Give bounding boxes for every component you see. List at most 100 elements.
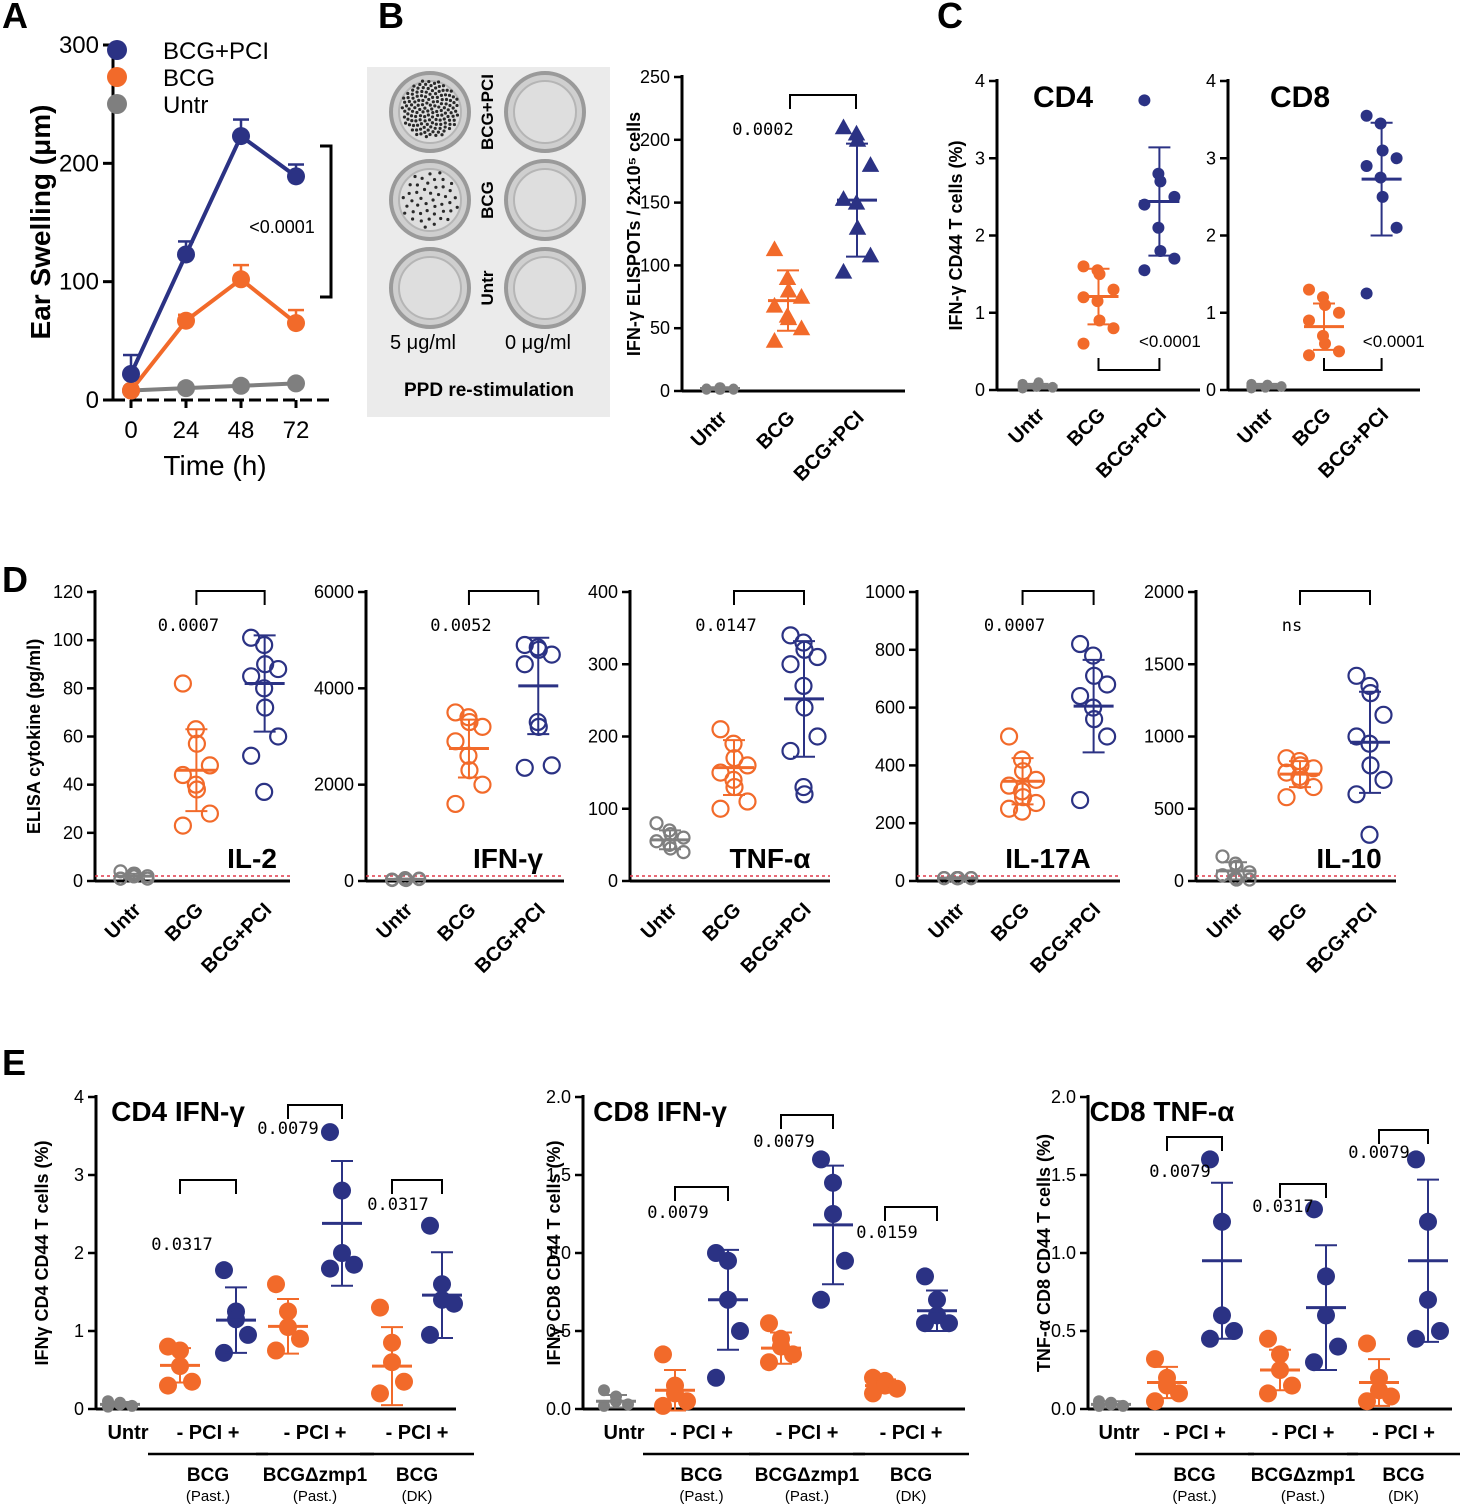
y-tick-label: 1000 — [1144, 727, 1184, 747]
elispot-spot — [407, 107, 411, 111]
data-point-BCGΔzmp1 (Past.) - — [760, 1314, 778, 1333]
significance-bracket — [789, 94, 857, 109]
elispot-spot — [439, 102, 444, 106]
y-tick-label: 0.5 — [546, 1321, 571, 1341]
data-point-BCG (DK) + — [421, 1216, 439, 1235]
elispot-spot — [440, 133, 444, 137]
data-point-BCG+PCI — [834, 118, 853, 135]
y-tick-label: 1.0 — [1051, 1243, 1076, 1263]
elispot-well-inner — [398, 168, 462, 232]
pci-label: - PCI + — [386, 1422, 449, 1444]
y-tick-label: 2000 — [1144, 582, 1184, 602]
elispot-spot — [444, 97, 449, 102]
x-category-label: BCG+PCI — [1303, 899, 1382, 978]
elispot-spot — [406, 112, 410, 116]
elispot-spot — [412, 84, 416, 88]
elispot-spot — [418, 211, 423, 216]
elispot-spot — [449, 209, 453, 213]
legend-marker — [107, 67, 127, 87]
elispot-spot — [437, 105, 441, 109]
elispot-spot — [435, 95, 439, 99]
y-tick-label: 2 — [1206, 226, 1216, 246]
panel-title: IL-17A — [1005, 843, 1091, 874]
p-value: 0.0007 — [984, 616, 1045, 636]
data-point-BCG (DK) - — [395, 1372, 413, 1391]
data-point-BCG — [765, 296, 784, 313]
data-point-BCG+PCI — [1168, 252, 1181, 265]
group-name: BCG — [396, 1465, 438, 1486]
x-tick-label: 0 — [124, 417, 137, 444]
y-tick-label: 0 — [74, 1399, 84, 1419]
x-category-label: BCG — [987, 899, 1034, 946]
y-tick-label: 1500 — [1144, 654, 1184, 674]
y-tick-label: 150 — [640, 193, 670, 213]
elispot-spot — [402, 115, 407, 119]
y-tick-label: 300 — [588, 654, 618, 674]
elispot-spot — [423, 130, 427, 134]
plate-row-label: BCG+PCI — [478, 74, 497, 150]
y-tick-label: 250 — [640, 67, 670, 87]
significance-bracket — [467, 590, 540, 605]
elispot-spot — [419, 219, 423, 223]
data-point-BCG — [446, 732, 465, 751]
group-name: BCGΔzmp1 — [263, 1465, 368, 1486]
data-point-BCG (Past.) + — [215, 1261, 233, 1280]
data-point-BCG (DK) + — [916, 1314, 934, 1333]
elispot-spot — [424, 90, 428, 94]
elispot-spot — [428, 172, 432, 176]
p-value: 0.0052 — [430, 616, 491, 636]
data-point-BCG (Past.) - — [1146, 1392, 1164, 1411]
elispot-spot — [438, 171, 442, 175]
y-axis-label: TNF-α CD8 CD44 T cells (%) — [1034, 1134, 1054, 1372]
elispot-spot — [426, 109, 430, 113]
elispot-spot — [449, 181, 454, 186]
y-tick-label: 200 — [875, 813, 905, 833]
data-point-Untr — [676, 844, 691, 860]
elispot-spot — [421, 110, 425, 114]
data-point-BCG (DK) + — [916, 1267, 934, 1286]
elispot-spot — [427, 79, 431, 84]
x-tick-label: 24 — [173, 417, 200, 444]
elispot-spot — [433, 92, 438, 96]
panel-title: TNF-α — [730, 843, 811, 874]
panel-title: CD8 IFN-γ — [593, 1096, 727, 1127]
y-tick-label: 0 — [86, 387, 99, 414]
y-tick-label: 0.5 — [1051, 1321, 1076, 1341]
y-tick-label: 1.5 — [546, 1165, 571, 1185]
elispot-spot — [432, 212, 437, 216]
data-point-BCGΔzmp1 (Past.) + — [812, 1150, 830, 1169]
y-tick-label: 0 — [608, 871, 618, 891]
data-point-BCGΔzmp1 (Past.) + — [345, 1255, 363, 1274]
y-tick-label: 200 — [640, 130, 670, 150]
elispot-spot — [430, 88, 435, 93]
elispot-spot — [423, 119, 427, 123]
group-name: BCG — [890, 1465, 932, 1486]
x-category-label: BCG — [1289, 404, 1336, 451]
data-point-BCG (DK) - — [1358, 1334, 1376, 1353]
elispot-spot — [448, 103, 452, 108]
data-point-BCG — [173, 674, 192, 693]
x-category-label: BCG — [753, 407, 800, 454]
data-point-BCG — [711, 720, 730, 739]
data-point-BCG+PCI — [1098, 675, 1117, 694]
data-point-BCG — [173, 816, 192, 835]
elispot-spot — [415, 183, 420, 187]
data-point-BCGΔzmp1 (Past.) - — [760, 1353, 778, 1372]
elispot-spot — [420, 89, 424, 94]
elispot-spot — [443, 125, 447, 129]
elispot-spot — [423, 106, 427, 110]
data-point-BCG (Past.) + — [1201, 1329, 1219, 1348]
y-tick-label: 500 — [1154, 799, 1184, 819]
elispot-spot — [432, 81, 437, 85]
data-point-BCG+PCI — [1138, 264, 1151, 277]
elispot-spot — [427, 97, 431, 102]
p-value: <0.0001 — [1139, 332, 1201, 351]
elispot-spot — [426, 181, 430, 185]
elispot-spot — [428, 132, 432, 137]
data-point-BCG (DK) - — [371, 1384, 389, 1403]
data-point-BCG (Past.) - — [1170, 1384, 1188, 1403]
elispot-spot — [430, 107, 434, 111]
elispot-spot — [447, 118, 452, 122]
elispot-spot — [401, 196, 405, 200]
data-point-BCG+PCI — [861, 246, 880, 263]
